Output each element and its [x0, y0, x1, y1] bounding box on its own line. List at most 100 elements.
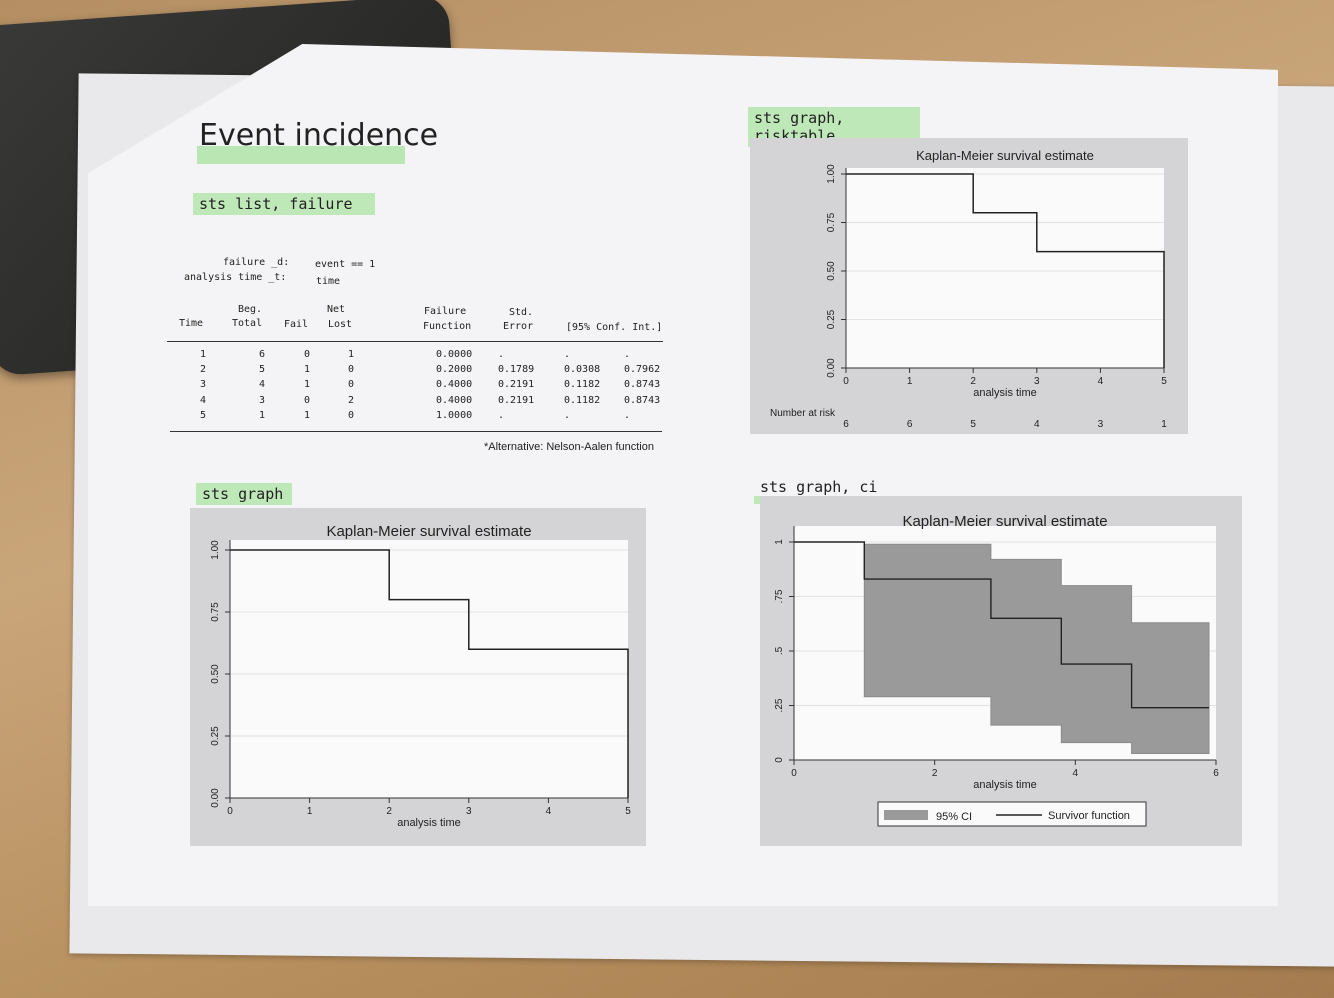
- y-tick-label: 0.00: [826, 358, 837, 378]
- legend-ci-swatch: [884, 810, 928, 820]
- x-tick-label: 2: [932, 768, 938, 779]
- col-net-top: Net: [327, 304, 346, 315]
- table-cell-lo: .: [564, 349, 571, 360]
- table-cell-lost: 2: [348, 394, 355, 406]
- x-axis-label: analysis time: [973, 779, 1037, 791]
- failure-value: event == 1: [315, 259, 376, 270]
- x-tick-label: 3: [1034, 376, 1040, 387]
- x-tick-label: 0: [227, 806, 233, 817]
- table-cell-lost: 0: [348, 379, 355, 391]
- time-label: analysis time _t:: [184, 272, 287, 283]
- km-graph-ci: Kaplan-Meier survival estimate 0 .25 .5 .75 1…: [760, 496, 1242, 846]
- y-tick-label: .5: [774, 646, 785, 655]
- cmd-sts-list: sts list, failure: [193, 193, 375, 215]
- table-cell-ff: 0.4000: [436, 379, 473, 391]
- x-tick-label: 0: [843, 376, 849, 387]
- table-cell-ff: 1.0000: [436, 409, 473, 421]
- table-cell-lost: 0: [348, 409, 355, 421]
- cmd-sts-graph: sts graph: [196, 483, 292, 505]
- risk-value: 6: [843, 419, 849, 430]
- col-ci: [95% Conf. Int.]: [566, 322, 663, 333]
- x-tick-label: 4: [1073, 768, 1079, 779]
- table-cell-total: 6: [259, 349, 266, 360]
- risk-value: 3: [1098, 419, 1104, 430]
- col-ff-top: Failure: [424, 306, 467, 317]
- survivor-line: [794, 541, 1209, 709]
- risk-table-label: Number at risk: [770, 408, 836, 419]
- chart-title: Kaplan-Meier survival estimate: [326, 523, 531, 540]
- table-cell-fail: 0: [304, 394, 311, 406]
- table-cell-fail: 1: [304, 379, 311, 391]
- table-cell-se: .: [498, 349, 505, 360]
- table-cell-hi: 0.8743: [624, 379, 661, 391]
- y-tick-label: 1: [774, 539, 785, 545]
- legend-line-label: Survivor function: [1048, 810, 1130, 822]
- table-cell-lo: 0.1182: [564, 379, 601, 391]
- table-cell-total: 1: [259, 409, 266, 421]
- plot-area: [846, 168, 1164, 368]
- table-cell-fail: 1: [304, 364, 311, 376]
- y-tick-label: .25: [774, 698, 785, 712]
- y-tick-label: 1.00: [826, 164, 837, 184]
- survivor-line: [846, 173, 1165, 368]
- col-time: Time: [179, 318, 204, 329]
- y-tick-label: 0.25: [826, 309, 837, 329]
- table-cell-hi: .: [624, 409, 631, 421]
- table-cell-lo: 0.1182: [564, 394, 601, 406]
- table-cell-time: 1: [200, 349, 207, 360]
- table-cell-lo: .: [564, 409, 571, 421]
- risk-value: 4: [1034, 419, 1040, 430]
- x-tick-label: 4: [1098, 376, 1104, 387]
- chart-title: Kaplan-Meier survival estimate: [916, 148, 1094, 163]
- ci-band: [863, 543, 1210, 754]
- table-cell-lost: 0: [348, 364, 355, 376]
- table-cell-lost: 1: [348, 349, 355, 360]
- y-tick-label: 0.00: [210, 788, 221, 808]
- col-ff-bottom: Function: [423, 321, 472, 332]
- y-tick-label: 0.75: [210, 602, 221, 622]
- table-cell-se: 0.2191: [498, 379, 535, 391]
- x-axis-label: analysis time: [973, 387, 1037, 399]
- table-cell-total: 4: [259, 379, 266, 391]
- table-cell-total: 5: [259, 364, 266, 376]
- table-cell-total: 3: [259, 394, 266, 406]
- table-cell-se: 0.2191: [498, 394, 535, 406]
- y-tick-label: 0.25: [210, 726, 221, 746]
- risk-value: 5: [970, 419, 976, 430]
- col-net-bottom: Lost: [328, 319, 353, 330]
- table-cell-ff: 0.4000: [436, 394, 473, 406]
- x-tick-label: 5: [1161, 376, 1167, 387]
- table-cell-hi: .: [624, 349, 631, 360]
- failure-label: failure _d:: [223, 257, 290, 268]
- table-cell-time: 3: [200, 379, 207, 391]
- y-tick-label: .75: [774, 589, 785, 603]
- title-highlight: [197, 146, 405, 164]
- table-cell-fail: 1: [304, 409, 311, 421]
- y-tick-label: 0: [774, 757, 785, 763]
- col-fail: Fail: [284, 319, 309, 330]
- cmd-sts-ci: sts graph, ci: [760, 478, 878, 496]
- risk-value: 6: [907, 419, 913, 430]
- table-cell-se: .: [498, 409, 505, 421]
- table-cell-lo: 0.0308: [564, 364, 601, 376]
- col-se-top: Std.: [509, 307, 534, 318]
- x-axis-label: analysis time: [397, 817, 461, 829]
- x-tick-label: 5: [625, 806, 631, 817]
- table-cell-hi: 0.7962: [624, 364, 661, 376]
- y-tick-label: 0.75: [826, 212, 837, 232]
- km-graph-basic: Kaplan-Meier survival estimate 0.00 0.25 0.…: [190, 508, 646, 846]
- y-tick-label: 0.50: [210, 664, 221, 684]
- table-cell-ff: 0.2000: [436, 364, 473, 376]
- table-bottom-rule: [170, 431, 662, 432]
- x-tick-label: 2: [970, 376, 976, 387]
- table-cell-time: 2: [200, 364, 207, 376]
- alt-note: *Alternative: Nelson-Aalen function: [484, 441, 654, 453]
- y-tick-label: 0.50: [826, 261, 837, 281]
- table-cell-time: 4: [200, 394, 207, 406]
- time-value: time: [316, 276, 341, 287]
- table-cell-ff: 0.0000: [436, 349, 473, 360]
- col-se-bottom: Error: [503, 321, 534, 332]
- risk-value: 1: [1161, 419, 1167, 430]
- x-tick-label: 1: [307, 806, 313, 817]
- x-tick-label: 3: [466, 806, 472, 817]
